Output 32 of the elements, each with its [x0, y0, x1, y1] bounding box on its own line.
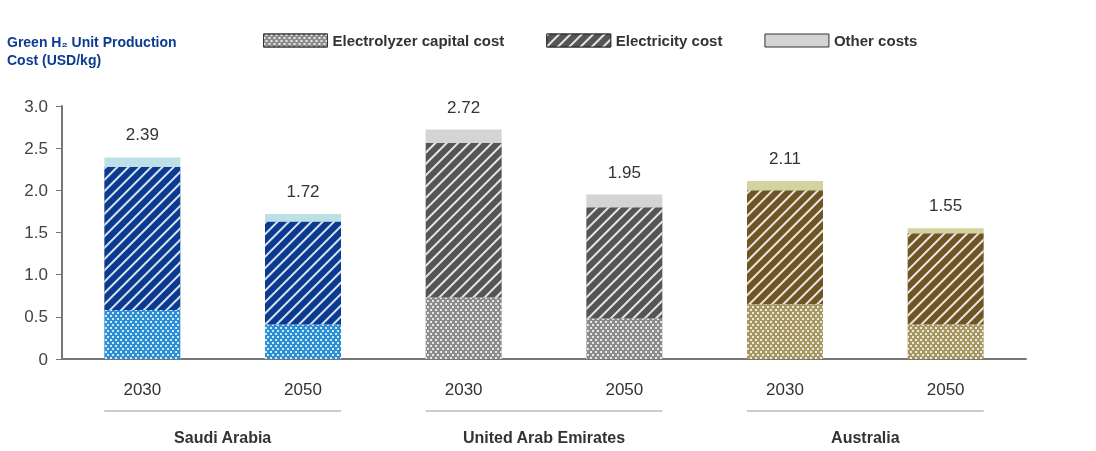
- total-label: 2.39: [125, 125, 159, 145]
- x-tick-label: 2050: [926, 380, 965, 399]
- bar: [265, 213, 341, 222]
- legend-label: Electrolyzer capital cost: [332, 32, 505, 49]
- text: Australia: [831, 428, 900, 446]
- y-tick-label: 0.5: [24, 307, 48, 327]
- y-tick-label: 2.5: [24, 138, 48, 158]
- text: Saudi Arabia: [174, 428, 272, 446]
- total-label: 1.72: [286, 181, 320, 201]
- y-tick-label: 3.0: [24, 96, 48, 116]
- x-tick-label: 2050: [284, 380, 322, 399]
- total-label: 2.11: [769, 149, 801, 169]
- legend-label: Electricity cost: [615, 32, 723, 49]
- x-tick-label: 2030: [766, 380, 804, 399]
- total-label: 1.95: [607, 162, 641, 182]
- bar: [747, 181, 823, 191]
- text: United Arab Emirates: [462, 428, 626, 446]
- y-axis-title: Green H₂ Unit Production Cost (USD/kg): [7, 34, 181, 68]
- bar: [104, 157, 181, 167]
- x-tick-label: 2050: [605, 380, 644, 399]
- y-tick-label: 1.5: [24, 223, 48, 242]
- y-tick-label: 1.0: [24, 265, 48, 285]
- bar: [907, 228, 984, 234]
- bar: [425, 129, 502, 144]
- legend-label: Other costs: [833, 32, 918, 49]
- bar: [586, 194, 663, 208]
- total-label: 2.72: [447, 97, 481, 117]
- x-tick-label: 2030: [444, 380, 483, 399]
- total-label: 1.55: [929, 196, 963, 216]
- x-tick-label: 2030: [123, 380, 162, 399]
- y-tick-label: 0: [38, 349, 48, 369]
- y-tick-label: 2.0: [24, 180, 48, 200]
